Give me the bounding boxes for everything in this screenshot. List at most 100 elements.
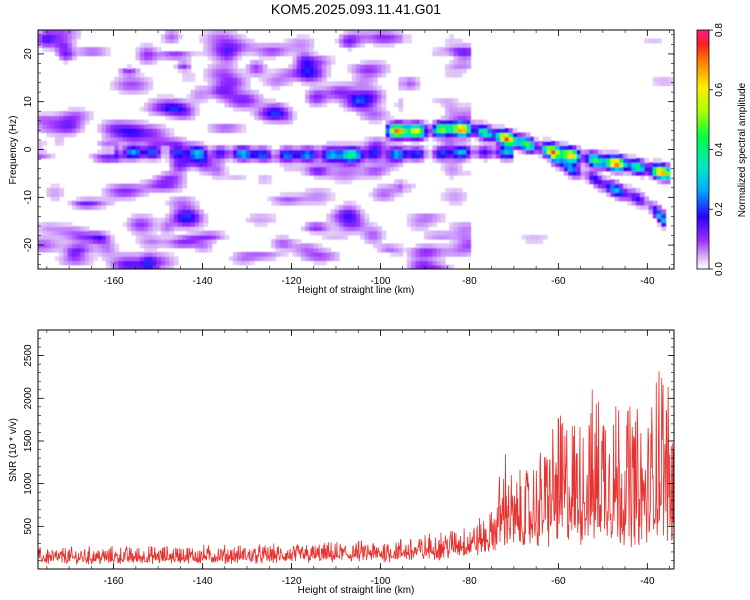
- spectrogram-cell: [186, 243, 192, 249]
- spectrogram-cell: [406, 38, 412, 44]
- spectrogram-cell: [80, 251, 86, 257]
- spectrogram-cell: [114, 196, 120, 202]
- spectrogram-cell: [233, 145, 238, 151]
- spectrogram-cell: [483, 136, 489, 142]
- spectrogram-cell: [466, 42, 472, 48]
- spectrogram-cell: [288, 192, 293, 198]
- spectrogram-cell: [610, 153, 616, 159]
- spectrogram-cell: [432, 149, 438, 155]
- spectrogram-cell: [305, 251, 310, 257]
- spectrogram-cell: [194, 217, 200, 223]
- spectrogram-cell: [351, 98, 357, 104]
- spectrogram-cell: [364, 106, 370, 112]
- spectrogram-cell: [233, 153, 238, 159]
- spectrogram-cell: [186, 196, 192, 202]
- spectrogram-cell: [618, 153, 624, 159]
- spectrogram-cell: [254, 51, 260, 57]
- spectrogram-cell: [326, 170, 332, 176]
- spectrogram-cell: [245, 47, 251, 52]
- spectrogram-cell: [152, 226, 158, 232]
- spectrogram-cell: [339, 158, 344, 163]
- spectrogram-cell: [377, 226, 383, 232]
- spectrogram-cell: [423, 128, 429, 134]
- spectrogram-cell: [67, 243, 73, 249]
- spectrogram-cell: [101, 239, 107, 244]
- spectrogram-cell: [67, 230, 73, 236]
- spectrogram-cell: [322, 226, 327, 232]
- spectrogram-cell: [394, 136, 399, 142]
- spectrogram-cell: [330, 94, 336, 99]
- spectrogram-cell: [156, 128, 162, 134]
- spectrogram-cell: [305, 68, 310, 74]
- spectrogram-cell: [525, 234, 531, 240]
- spectrogram-cell: [657, 175, 662, 180]
- spectrogram-cell: [279, 68, 285, 74]
- spectrogram-cell: [275, 72, 281, 78]
- spectrogram-cell: [635, 192, 641, 198]
- spectrogram-cell: [144, 222, 149, 227]
- spectrogram-cell: [101, 136, 107, 142]
- spectrogram-cell: [165, 179, 171, 185]
- spectrogram-cell: [330, 196, 336, 202]
- spectrogram-cell: [84, 51, 90, 57]
- spectrogram-cell: [173, 102, 179, 108]
- spectrogram-cell: [93, 153, 98, 159]
- spectrogram-cell: [322, 59, 327, 65]
- spectrogram-cell: [614, 170, 620, 176]
- spectrogram-cell: [279, 47, 285, 52]
- spectrogram-cell: [449, 149, 455, 155]
- spectrogram-cell: [326, 187, 332, 193]
- spectrogram-cell: [644, 196, 650, 202]
- spectrogram-cell: [228, 128, 234, 134]
- spectrogram-cell: [343, 38, 349, 44]
- spectrogram-cell: [190, 140, 196, 146]
- spectrogram-cell: [326, 251, 332, 257]
- spectrogram-cell: [453, 234, 459, 240]
- spectrogram-cell: [394, 162, 399, 168]
- spectrogram-cell: [224, 55, 230, 61]
- spectrogram-cell: [135, 230, 141, 236]
- spectrogram-cell: [148, 98, 154, 104]
- spectrogram-cell: [618, 192, 624, 198]
- spectrogram-cell: [114, 247, 120, 253]
- spectrogram-cell: [368, 34, 374, 40]
- spectrogram-cell: [160, 256, 166, 262]
- spectrogram-cell: [372, 115, 378, 121]
- colorbar-tick-label: 0.0: [714, 262, 725, 276]
- spectrogram-cell: [194, 230, 200, 236]
- spectrogram-cell: [419, 217, 425, 223]
- spectrogram-cell: [398, 153, 404, 159]
- spectrogram-cell: [169, 256, 175, 262]
- snr-x-tick-label: -160: [104, 576, 124, 587]
- spectrogram-cell: [59, 226, 65, 232]
- spectrogram-cell: [597, 158, 603, 163]
- spectrogram-cell: [139, 222, 145, 227]
- spectrogram-cell: [419, 226, 425, 232]
- spectrogram-cell: [487, 123, 493, 129]
- spectrogram-cell: [445, 38, 450, 44]
- spectrogram-cell: [46, 192, 52, 198]
- spectrogram-cell: [406, 256, 412, 262]
- spectrogram-cell: [398, 136, 404, 142]
- spectrogram-cell: [80, 230, 86, 236]
- spectrogram-cell: [84, 243, 90, 249]
- spectrogram-cell: [118, 192, 124, 198]
- spectrogram-cell: [190, 239, 196, 244]
- spectrogram-cell: [258, 213, 264, 219]
- spectrogram-cell: [389, 158, 395, 163]
- spectrogram-cell: [343, 204, 349, 210]
- spectrogram-cell: [144, 260, 149, 266]
- spectrogram-cell: [351, 213, 357, 219]
- spectrogram-cell: [131, 256, 137, 262]
- spectrogram-cell: [71, 51, 77, 57]
- spectrogram-cell: [440, 162, 446, 168]
- spectrogram-cell: [186, 149, 192, 155]
- spectrogram-cell: [360, 230, 366, 236]
- spectrogram-cell: [271, 68, 277, 74]
- spectrogram-cell: [631, 162, 637, 168]
- spectrogram-cell: [173, 153, 179, 159]
- spectrogram-cell: [233, 47, 238, 52]
- spectrogram-cell: [339, 153, 344, 159]
- spectrogram-cell: [462, 123, 467, 129]
- spectrogram-cell: [262, 42, 268, 48]
